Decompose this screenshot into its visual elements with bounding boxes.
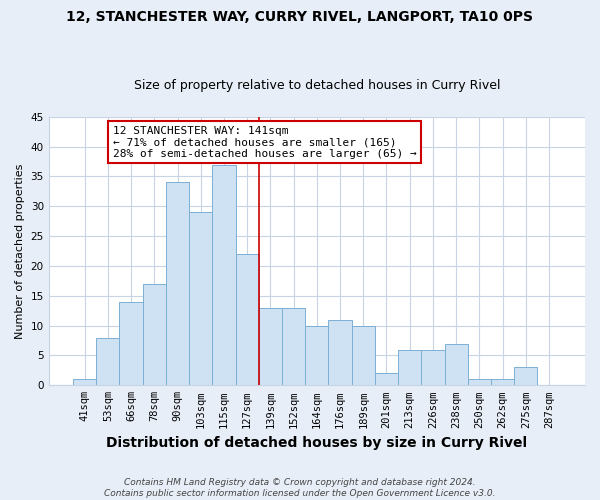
Bar [352,326,375,386]
Bar [421,350,445,386]
Bar [166,182,189,386]
Bar [491,380,514,386]
X-axis label: Distribution of detached houses by size in Curry Rivel: Distribution of detached houses by size … [106,436,527,450]
Bar [212,164,236,386]
Bar [282,308,305,386]
Bar [514,368,538,386]
Y-axis label: Number of detached properties: Number of detached properties [15,164,25,338]
Bar [305,326,328,386]
Bar [96,338,119,386]
Bar [119,302,143,386]
Bar [445,344,468,386]
Bar [73,380,96,386]
Bar [468,380,491,386]
Bar [375,374,398,386]
Bar [236,254,259,386]
Text: 12 STANCHESTER WAY: 141sqm
← 71% of detached houses are smaller (165)
28% of sem: 12 STANCHESTER WAY: 141sqm ← 71% of deta… [113,126,416,159]
Text: 12, STANCHESTER WAY, CURRY RIVEL, LANGPORT, TA10 0PS: 12, STANCHESTER WAY, CURRY RIVEL, LANGPO… [67,10,533,24]
Bar [328,320,352,386]
Title: Size of property relative to detached houses in Curry Rivel: Size of property relative to detached ho… [134,79,500,92]
Bar [189,212,212,386]
Bar [143,284,166,386]
Bar [259,308,282,386]
Text: Contains HM Land Registry data © Crown copyright and database right 2024.
Contai: Contains HM Land Registry data © Crown c… [104,478,496,498]
Bar [398,350,421,386]
